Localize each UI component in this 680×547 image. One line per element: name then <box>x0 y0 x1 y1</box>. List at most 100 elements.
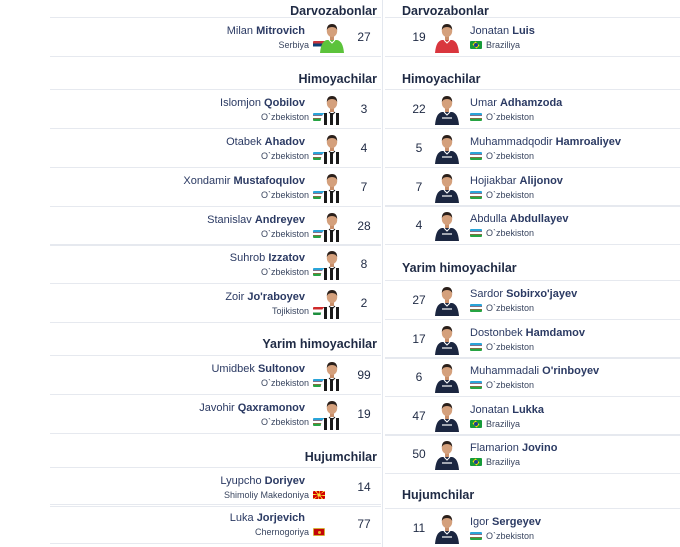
player-name[interactable]: Zoir Jo'raboyev <box>225 291 305 303</box>
player-name[interactable]: Umar Adhamzoda <box>470 97 562 109</box>
player-row[interactable]: Umar Adhamzoda O`zbekiston 22 <box>385 89 680 129</box>
player-last-name: Jovino <box>521 442 558 454</box>
uz-flag-icon <box>313 418 325 426</box>
player-country: O`zbekiston <box>470 112 534 122</box>
player-country: Chernogoriya <box>255 527 325 537</box>
player-photo <box>434 438 460 470</box>
player-photo <box>434 132 460 164</box>
player-row[interactable]: Abdulla Abdullayev O`zbekiston 4 <box>385 205 680 245</box>
player-last-name: Sultonov <box>257 363 305 375</box>
player-name[interactable]: Hojiakbar Alijonov <box>470 175 563 187</box>
player-row[interactable]: Jonatan Luis Braziliya 19 <box>385 17 680 57</box>
shirt-number: 19 <box>357 407 371 421</box>
shirt-number: 17 <box>412 332 426 346</box>
player-row[interactable]: Zoir Jo'raboyev Tojikiston 2 <box>50 283 381 323</box>
player-name[interactable]: Jonatan Luis <box>470 25 535 37</box>
section-title: Darvozabonlar <box>290 4 377 18</box>
player-name[interactable]: Umidbek Sultonov <box>211 363 305 375</box>
player-name[interactable]: Luka Jorjevich <box>230 512 305 524</box>
player-country: O`zbekiston <box>470 151 534 161</box>
shirt-number: 14 <box>357 480 371 494</box>
player-row[interactable]: Hojiakbar Alijonov O`zbekiston 7 <box>385 167 680 207</box>
player-last-name: Adhamzoda <box>499 97 563 109</box>
player-first-name: Xondamir <box>183 175 231 187</box>
player-row[interactable]: Flamarion Jovino Braziliya 50 <box>385 434 680 474</box>
player-name[interactable]: Igor Sergeyev <box>470 516 541 528</box>
player-first-name: Suhrob <box>229 252 266 264</box>
player-name[interactable]: Jonatan Lukka <box>470 404 544 416</box>
player-last-name: O'rinboyev <box>542 365 600 377</box>
section-title: Himoyachilar <box>298 72 377 86</box>
player-photo <box>434 323 460 355</box>
player-row[interactable]: Islomjon Qobilov O`zbekiston 3 <box>50 89 381 129</box>
player-name[interactable]: Javohir Qaxramonov <box>199 402 305 414</box>
shirt-number: 6 <box>415 370 423 384</box>
me-flag-icon <box>313 528 325 536</box>
player-last-name: Izzatov <box>268 252 305 264</box>
player-country: O`zbekiston <box>470 380 534 390</box>
player-first-name: Milan <box>226 25 254 37</box>
player-photo <box>319 248 345 280</box>
player-photo <box>319 359 345 391</box>
player-row[interactable]: Lyupcho Doriyev Shimoliy Makedoniya 14 <box>50 467 381 507</box>
shirt-number: 8 <box>360 257 368 271</box>
section-title: Himoyachilar <box>402 72 481 86</box>
player-photo <box>434 209 460 241</box>
player-photo <box>434 512 460 544</box>
player-country: O`zbekiston <box>261 417 325 427</box>
br-flag-icon <box>470 41 482 49</box>
player-name[interactable]: Lyupcho Doriyev <box>220 475 305 487</box>
player-row[interactable]: Otabek Ahadov O`zbekiston 4 <box>50 128 381 168</box>
player-name[interactable]: Xondamir Mustafoqulov <box>183 175 305 187</box>
player-name[interactable]: Otabek Ahadov <box>226 136 305 148</box>
player-row[interactable]: Jonatan Lukka Braziliya 47 <box>385 396 680 436</box>
country-name: O`zbekiston <box>486 342 535 352</box>
player-row[interactable]: Javohir Qaxramonov O`zbekiston 19 <box>50 394 381 434</box>
player-first-name: Jonatan <box>470 404 510 416</box>
player-row[interactable]: Igor Sergeyev O`zbekiston 11 <box>385 508 680 547</box>
player-photo <box>434 284 460 316</box>
player-country: O`zbekiston <box>470 228 534 238</box>
shirt-number: 27 <box>357 30 371 44</box>
player-photo <box>434 400 460 432</box>
player-photo <box>319 93 345 125</box>
player-name[interactable]: Dostonbek Hamdamov <box>470 327 585 339</box>
player-row[interactable]: Umidbek Sultonov O`zbekiston 99 <box>50 355 381 395</box>
player-row[interactable]: Suhrob Izzatov O`zbekiston 8 <box>50 244 381 284</box>
player-country: O`zbekiston <box>470 303 534 313</box>
player-row[interactable]: Milan Mitrovich Serbiya 27 <box>50 17 381 57</box>
uz-flag-icon <box>313 113 325 121</box>
player-name[interactable]: Muhammadali O'rinboyev <box>470 365 599 377</box>
player-country: Shimoliy Makedoniya <box>224 490 325 500</box>
player-country: O`zbekiston <box>470 342 534 352</box>
player-name[interactable]: Suhrob Izzatov <box>230 252 305 264</box>
player-name[interactable]: Stanislav Andreyev <box>207 214 305 226</box>
br-flag-icon <box>470 420 482 428</box>
country-name: Braziliya <box>486 419 521 429</box>
player-row[interactable]: Sardor Sobirxo'jayev O`zbekiston 27 <box>385 280 680 320</box>
player-last-name: Doriyev <box>264 475 305 487</box>
player-first-name: Umar <box>470 97 497 109</box>
player-name[interactable]: Flamarion Jovino <box>470 442 557 454</box>
player-row[interactable]: Xondamir Mustafoqulov O`zbekiston 7 <box>50 167 381 207</box>
player-photo <box>434 21 460 53</box>
player-first-name: Zoir <box>225 291 245 303</box>
rs-flag-icon <box>313 41 325 49</box>
player-row[interactable]: Stanislav Andreyev O`zbekiston 28 <box>50 206 381 246</box>
player-name[interactable]: Abdulla Abdullayev <box>470 213 568 225</box>
player-last-name: Lukka <box>512 404 545 416</box>
player-photo <box>434 171 460 203</box>
player-row[interactable]: Muhammadali O'rinboyev O`zbekiston 6 <box>385 357 680 397</box>
player-name[interactable]: Milan Mitrovich <box>227 25 305 37</box>
player-name[interactable]: Muhammadqodir Hamroaliyev <box>470 136 621 148</box>
player-row[interactable]: Muhammadqodir Hamroaliyev O`zbekiston 5 <box>385 128 680 168</box>
shirt-number: 2 <box>360 296 368 310</box>
player-row[interactable]: Luka Jorjevich Chernogoriya 77 <box>50 504 381 544</box>
uz-flag-icon <box>313 379 325 387</box>
player-name[interactable]: Islomjon Qobilov <box>220 97 305 109</box>
player-first-name: Luka <box>229 512 254 524</box>
player-row[interactable]: Dostonbek Hamdamov O`zbekiston 17 <box>385 319 680 359</box>
uz-flag-icon <box>470 152 482 160</box>
player-name[interactable]: Sardor Sobirxo'jayev <box>470 288 577 300</box>
shirt-number: 22 <box>412 102 426 116</box>
